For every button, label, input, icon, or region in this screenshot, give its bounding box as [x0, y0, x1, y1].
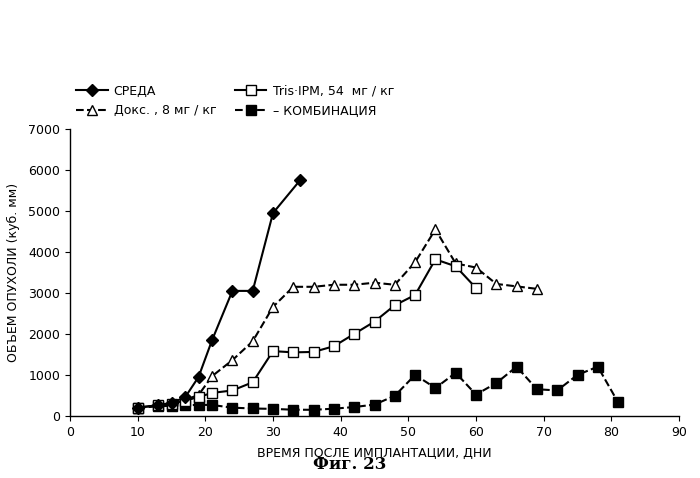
Text: Фиг. 23: Фиг. 23 [314, 456, 386, 473]
Y-axis label: ОБЪЕМ ОПУХОЛИ (куб. мм): ОБЪЕМ ОПУХОЛИ (куб. мм) [7, 183, 20, 362]
Legend: СРЕДА, Докс. , 8 мг / кг, Tris·IPM, 54  мг / кг, – КОМБИНАЦИЯ: СРЕДА, Докс. , 8 мг / кг, Tris·IPM, 54 м… [76, 85, 394, 117]
X-axis label: ВРЕМЯ ПОСЛЕ ИМПЛАНТАЦИИ, ДНИ: ВРЕМЯ ПОСЛЕ ИМПЛАНТАЦИИ, ДНИ [257, 447, 492, 460]
